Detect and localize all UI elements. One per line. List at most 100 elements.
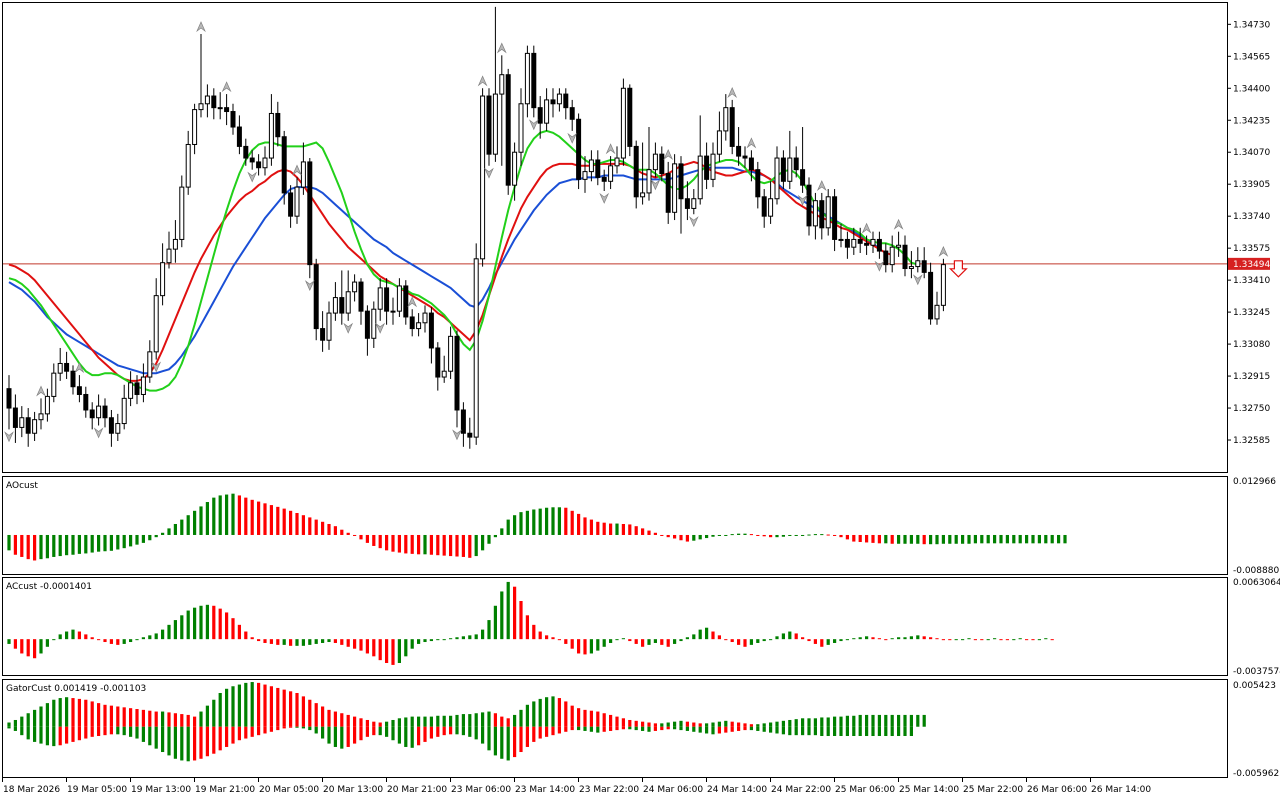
gator-upper-bar: [333, 711, 337, 727]
price-tick-label: 1.33575: [1233, 244, 1270, 254]
histogram-bar: [109, 534, 113, 551]
candle: [467, 417, 473, 449]
candle: [256, 154, 262, 176]
candle-body: [864, 242, 870, 246]
fractal-down-icon: [4, 431, 14, 443]
histogram-bar: [65, 534, 69, 556]
histogram-bar: [532, 624, 536, 640]
gator-lower-bar: [442, 726, 446, 736]
gator-lower-bar: [634, 726, 638, 731]
histogram-bar: [327, 639, 331, 643]
candle-body: [294, 186, 300, 217]
fractal-up-icon: [74, 362, 85, 374]
gator-lower-bar: [820, 726, 824, 737]
histogram-bar: [481, 534, 485, 551]
gator-lower-bar: [788, 726, 792, 736]
histogram-bar: [487, 534, 491, 544]
ao-pane-frame[interactable]: [2, 476, 1228, 575]
candle-body: [633, 145, 639, 198]
fractal-arrow-shape: [496, 42, 507, 54]
candle-body: [780, 157, 786, 182]
fractal-arrow-shape: [304, 280, 315, 292]
histogram-bar: [820, 639, 824, 647]
gator-upper-bar: [909, 714, 913, 727]
histogram-bar: [743, 533, 747, 535]
gator-lower-bar: [653, 726, 657, 731]
candle-body: [51, 372, 57, 397]
gator-upper-bar: [289, 691, 293, 727]
main-price-pane[interactable]: [3, 6, 1227, 449]
time-tick-label: 20 Mar 13:00: [323, 785, 383, 795]
price-tick-label: 1.33905: [1233, 180, 1270, 190]
gator-lower-bar: [269, 726, 273, 732]
candle: [339, 270, 345, 325]
candle-body: [364, 310, 370, 339]
fractal-up-icon: [938, 245, 949, 257]
candle-body: [441, 370, 447, 378]
histogram-bar: [13, 534, 17, 555]
histogram-bar: [845, 534, 849, 540]
candle-body: [774, 157, 780, 200]
histogram-bar: [455, 637, 459, 640]
histogram-bar: [442, 534, 446, 556]
histogram-bar: [20, 534, 24, 557]
histogram-bar: [340, 639, 344, 645]
gator-upper-bar: [583, 709, 587, 727]
candle: [211, 88, 217, 120]
candle-body: [83, 393, 89, 411]
histogram-bar: [647, 639, 651, 645]
gator-lower-bar: [180, 726, 184, 761]
candle-body: [396, 285, 402, 312]
fractal-up-icon: [477, 75, 488, 87]
candle-body: [896, 244, 902, 248]
gator-upper-bar: [135, 709, 139, 727]
candle: [160, 243, 166, 306]
fractal-arrow-shape: [874, 260, 885, 272]
gator-upper-bar: [346, 714, 350, 727]
histogram-bar: [833, 534, 837, 536]
gator-lower-bar: [826, 726, 830, 737]
histogram-bar: [365, 534, 369, 543]
gator-lower-bar: [621, 726, 625, 730]
gator-lower-bar: [570, 726, 574, 731]
histogram-bar: [321, 521, 325, 535]
ac-pane-frame[interactable]: [2, 577, 1228, 676]
candle: [499, 55, 505, 166]
candle: [569, 99, 575, 131]
histogram-bar: [474, 534, 478, 557]
histogram-bar: [237, 624, 241, 640]
histogram-bar: [641, 528, 645, 535]
candle-body: [473, 258, 479, 438]
histogram-bar: [276, 639, 280, 645]
gator-upper-bar: [52, 699, 56, 727]
histogram-bar: [602, 639, 606, 647]
histogram-bar: [365, 639, 369, 654]
current-price-label: 1.33494: [1233, 260, 1270, 270]
candle-body: [268, 112, 274, 159]
gator-pane-frame[interactable]: [2, 679, 1228, 778]
candle: [492, 6, 498, 162]
histogram-bar: [404, 534, 408, 554]
histogram-bar: [340, 529, 344, 535]
candle-body: [102, 405, 108, 419]
histogram-bar: [289, 639, 293, 646]
gator-lower-bar: [129, 726, 133, 737]
gator-lower-bar: [282, 726, 286, 729]
candle: [640, 142, 646, 205]
histogram-bar: [557, 639, 561, 641]
fractal-arrow-shape: [292, 164, 302, 176]
histogram-bar: [660, 534, 664, 536]
fractal-arrow-shape: [912, 274, 923, 286]
gator-lower-bar: [90, 726, 94, 737]
price-tick-label: 1.32585: [1233, 436, 1270, 446]
gator-upper-bar: [922, 714, 926, 727]
main-pane-frame[interactable]: [2, 2, 1228, 473]
histogram-bar: [90, 637, 94, 640]
gator-upper-bar: [506, 718, 510, 727]
candle-body: [601, 176, 607, 182]
candle: [454, 330, 460, 428]
gator-upper-bar: [244, 682, 248, 727]
candle: [659, 146, 665, 182]
gator-upper-bar: [865, 714, 869, 727]
